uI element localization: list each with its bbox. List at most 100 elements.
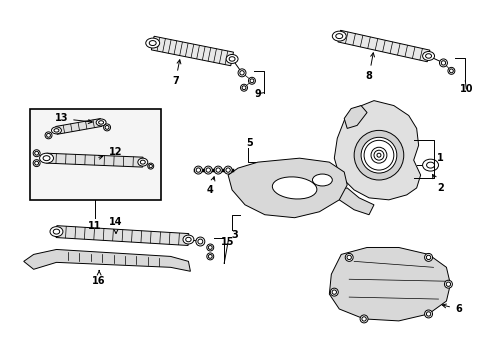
Ellipse shape bbox=[54, 129, 59, 132]
Ellipse shape bbox=[335, 33, 342, 39]
Circle shape bbox=[439, 59, 447, 67]
Text: 15: 15 bbox=[221, 237, 234, 247]
Circle shape bbox=[46, 134, 50, 137]
Circle shape bbox=[376, 153, 380, 157]
Circle shape bbox=[353, 130, 403, 180]
Circle shape bbox=[214, 166, 222, 174]
Ellipse shape bbox=[50, 227, 63, 237]
Circle shape bbox=[147, 163, 153, 169]
Polygon shape bbox=[56, 118, 102, 134]
Polygon shape bbox=[337, 30, 429, 62]
Circle shape bbox=[35, 151, 39, 155]
Circle shape bbox=[364, 140, 393, 170]
Polygon shape bbox=[334, 100, 420, 200]
Circle shape bbox=[204, 166, 212, 174]
Circle shape bbox=[424, 310, 432, 318]
Circle shape bbox=[426, 255, 430, 260]
Ellipse shape bbox=[225, 54, 238, 63]
Ellipse shape bbox=[138, 158, 147, 166]
Ellipse shape bbox=[99, 121, 103, 124]
Text: 10: 10 bbox=[459, 84, 472, 94]
Circle shape bbox=[238, 69, 245, 77]
Circle shape bbox=[448, 69, 452, 73]
Circle shape bbox=[33, 159, 40, 167]
Circle shape bbox=[225, 168, 230, 172]
Circle shape bbox=[206, 244, 213, 251]
Polygon shape bbox=[337, 188, 373, 215]
Circle shape bbox=[196, 237, 204, 246]
Circle shape bbox=[360, 137, 396, 173]
Ellipse shape bbox=[96, 119, 106, 126]
Circle shape bbox=[249, 79, 253, 83]
Circle shape bbox=[446, 282, 449, 286]
Circle shape bbox=[149, 165, 152, 168]
Ellipse shape bbox=[426, 162, 434, 168]
Ellipse shape bbox=[43, 156, 50, 161]
Ellipse shape bbox=[312, 174, 332, 186]
Polygon shape bbox=[151, 36, 233, 66]
Text: 16: 16 bbox=[92, 271, 106, 286]
Circle shape bbox=[331, 290, 336, 294]
Circle shape bbox=[345, 253, 352, 261]
Polygon shape bbox=[328, 247, 449, 321]
Ellipse shape bbox=[272, 177, 316, 199]
Text: 3: 3 bbox=[231, 230, 238, 239]
Ellipse shape bbox=[140, 160, 145, 164]
Ellipse shape bbox=[53, 229, 60, 234]
Ellipse shape bbox=[332, 31, 346, 41]
Circle shape bbox=[194, 166, 202, 174]
Circle shape bbox=[370, 147, 386, 163]
Ellipse shape bbox=[145, 38, 160, 48]
FancyBboxPatch shape bbox=[30, 109, 161, 200]
Polygon shape bbox=[228, 158, 346, 218]
Polygon shape bbox=[46, 153, 142, 167]
Text: 8: 8 bbox=[365, 53, 374, 81]
Circle shape bbox=[426, 312, 430, 316]
Text: 6: 6 bbox=[441, 304, 461, 314]
Text: 13: 13 bbox=[55, 113, 92, 123]
Circle shape bbox=[359, 315, 367, 323]
Text: 12: 12 bbox=[98, 147, 122, 159]
Circle shape bbox=[216, 168, 220, 172]
Circle shape bbox=[447, 67, 454, 74]
Polygon shape bbox=[344, 105, 366, 129]
Circle shape bbox=[361, 317, 366, 321]
Circle shape bbox=[346, 255, 351, 260]
Circle shape bbox=[196, 168, 200, 172]
Text: 14: 14 bbox=[109, 217, 122, 234]
Circle shape bbox=[198, 239, 203, 244]
Text: 11: 11 bbox=[88, 221, 102, 231]
Text: 1: 1 bbox=[436, 153, 443, 163]
Ellipse shape bbox=[425, 54, 431, 58]
Circle shape bbox=[240, 84, 247, 91]
Circle shape bbox=[248, 77, 255, 84]
Ellipse shape bbox=[51, 127, 61, 134]
Text: 4: 4 bbox=[206, 177, 214, 195]
Circle shape bbox=[205, 168, 210, 172]
Text: 2: 2 bbox=[431, 174, 443, 193]
Polygon shape bbox=[56, 226, 188, 246]
Circle shape bbox=[424, 253, 432, 261]
Ellipse shape bbox=[422, 159, 438, 171]
Circle shape bbox=[242, 86, 245, 90]
Text: 7: 7 bbox=[172, 60, 181, 86]
Ellipse shape bbox=[422, 51, 434, 60]
Polygon shape bbox=[24, 249, 190, 271]
Ellipse shape bbox=[149, 41, 156, 46]
Circle shape bbox=[45, 132, 52, 139]
Circle shape bbox=[224, 166, 232, 174]
Circle shape bbox=[103, 124, 110, 131]
Ellipse shape bbox=[183, 235, 194, 244]
Circle shape bbox=[208, 255, 212, 258]
Ellipse shape bbox=[185, 237, 191, 242]
Circle shape bbox=[239, 71, 244, 75]
Circle shape bbox=[105, 126, 109, 129]
Ellipse shape bbox=[40, 153, 53, 163]
Circle shape bbox=[373, 150, 383, 160]
Circle shape bbox=[440, 61, 445, 65]
Text: 5: 5 bbox=[246, 138, 253, 148]
Text: 9: 9 bbox=[254, 89, 261, 99]
Circle shape bbox=[444, 280, 451, 288]
Circle shape bbox=[208, 246, 212, 249]
Circle shape bbox=[33, 150, 40, 157]
